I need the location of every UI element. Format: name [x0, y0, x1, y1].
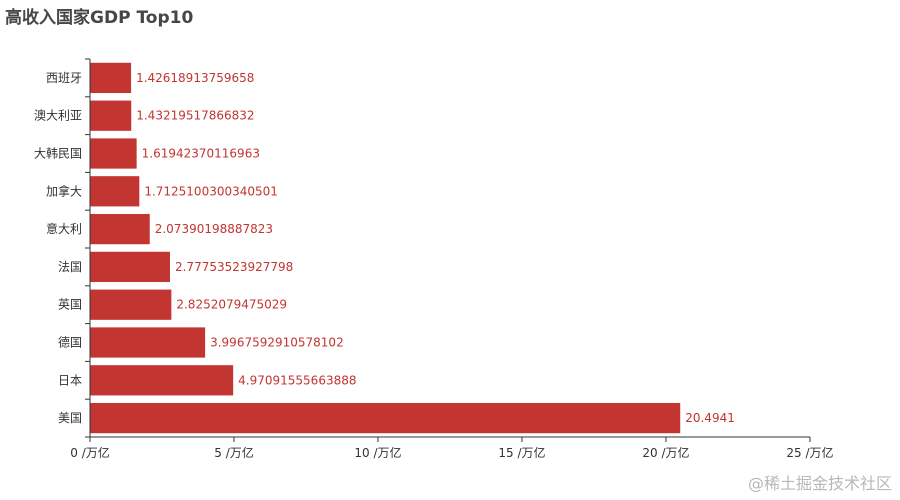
- bar-8: [90, 138, 137, 169]
- data-label-1: 20.4941: [685, 411, 735, 425]
- x-tick-label-4: 20 /万亿: [642, 445, 689, 460]
- x-tick-label-5: 25 /万亿: [786, 445, 833, 460]
- y-tick-label-3: 德国: [58, 335, 82, 350]
- data-label-10: 1.42618913759658: [136, 71, 254, 85]
- x-tick-label-1: 5 /万亿: [214, 445, 254, 460]
- data-label-4: 2.8252079475029: [176, 298, 287, 312]
- y-tick-label-8: 大韩民国: [34, 146, 82, 161]
- data-label-9: 1.43219517866832: [136, 109, 254, 123]
- data-label-8: 1.61942370116963: [142, 147, 260, 161]
- data-label-2: 4.97091555663888: [238, 373, 356, 387]
- data-label-3: 3.9967592910578102: [210, 336, 344, 350]
- bar-2: [90, 365, 234, 396]
- data-label-6: 2.07390198887823: [155, 222, 273, 236]
- bar-3: [90, 327, 206, 358]
- y-tick-label-10: 西班牙: [46, 71, 82, 85]
- y-tick-label-2: 日本: [58, 373, 82, 387]
- chart-title: 高收入国家GDP Top10: [5, 8, 194, 28]
- y-tick-label-6: 意大利: [46, 221, 82, 236]
- y-tick-label-5: 法国: [58, 260, 82, 274]
- data-label-7: 1.7125100300340501: [144, 184, 278, 198]
- bar-9: [90, 100, 132, 131]
- y-tick-label-7: 加拿大: [46, 183, 82, 198]
- y-tick-label-4: 英国: [58, 298, 82, 312]
- x-tick-label-2: 10 /万亿: [354, 445, 401, 460]
- y-tick-label-9: 澳大利亚: [34, 109, 82, 123]
- bar-7: [90, 176, 140, 207]
- bar-6: [90, 213, 150, 245]
- bar-10: [90, 62, 132, 94]
- x-tick-label-3: 15 /万亿: [498, 445, 545, 460]
- bar-4: [90, 289, 172, 320]
- data-label-5: 2.77753523927798: [175, 260, 293, 274]
- bar-5: [90, 251, 170, 283]
- y-tick-label-1: 美国: [58, 411, 82, 425]
- x-tick-label-0: 0 /万亿: [70, 445, 110, 460]
- bar-1: [90, 402, 681, 434]
- watermark-text: @稀土掘金技术社区: [747, 474, 892, 493]
